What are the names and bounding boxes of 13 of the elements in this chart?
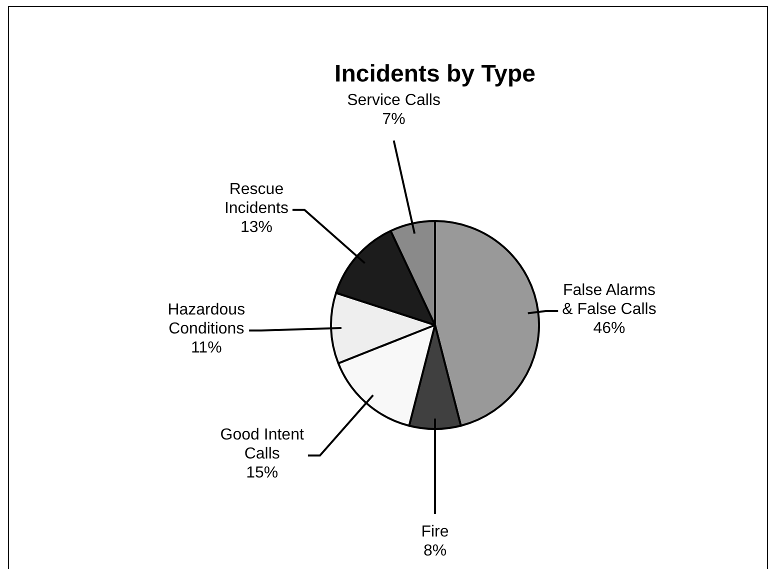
data-label: 13%	[240, 218, 272, 236]
slice-label: Fire	[421, 523, 449, 540]
slice-label: Service Calls	[347, 92, 440, 109]
slice-label: Good Intent Calls	[220, 426, 304, 462]
data-label: 8%	[423, 542, 447, 560]
slice-label: False Alarms & False Calls	[562, 282, 656, 318]
data-label: 46%	[593, 320, 626, 337]
data-label: 7%	[382, 110, 406, 128]
chart-title: Incidents by Type	[334, 60, 536, 88]
slice-label: Hazardous Conditions	[168, 301, 246, 338]
data-label: 15%	[246, 464, 278, 482]
data-label: 11%	[190, 339, 222, 356]
slice-label: Rescue Incidents	[224, 180, 288, 217]
